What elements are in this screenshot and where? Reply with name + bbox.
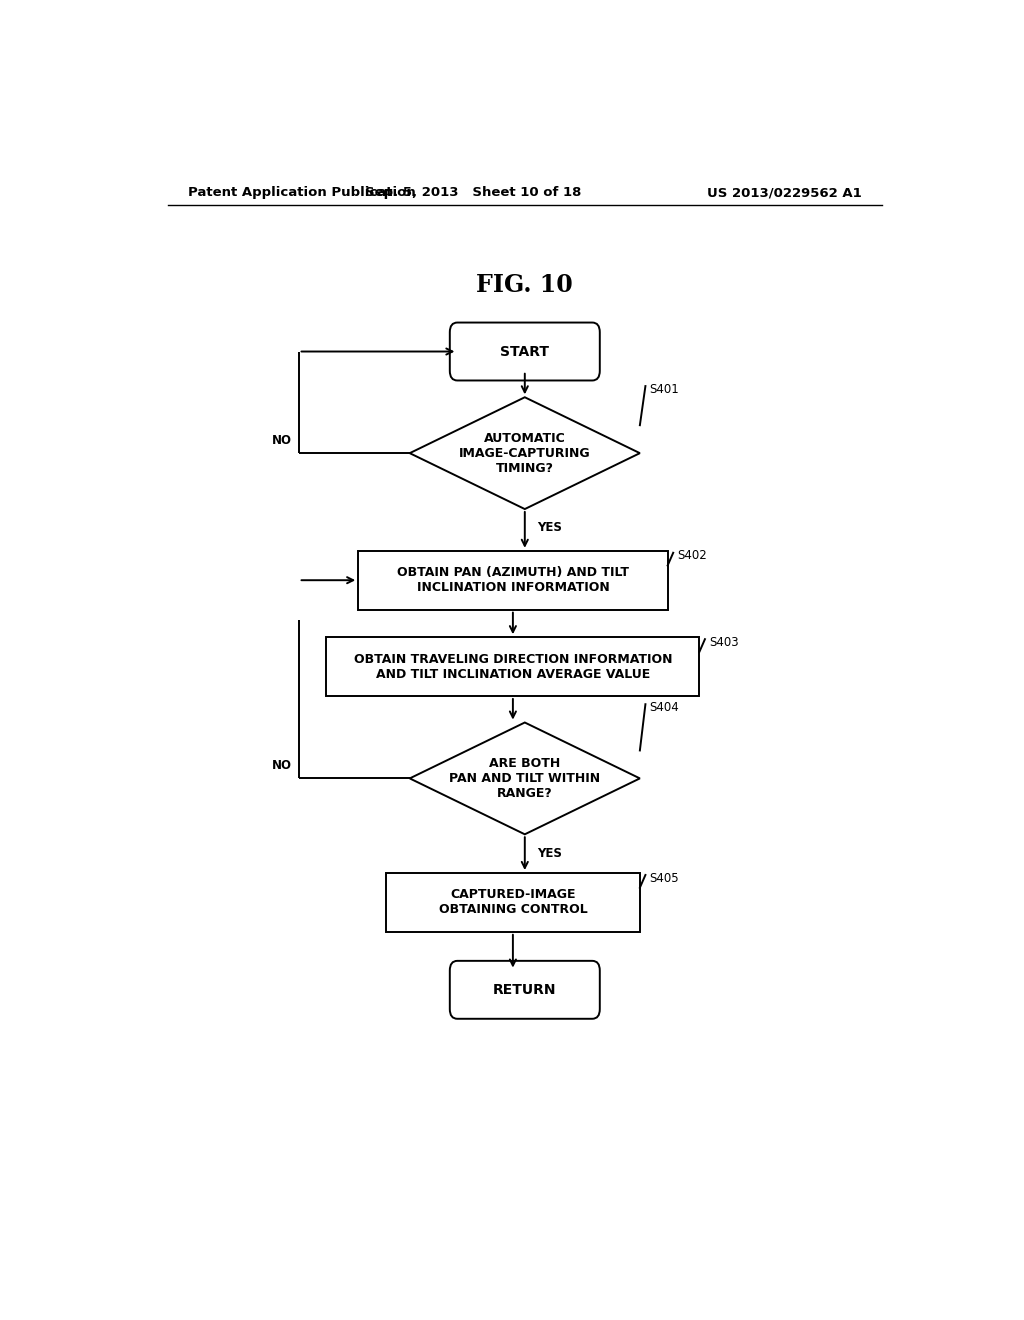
FancyBboxPatch shape	[450, 961, 600, 1019]
Text: NO: NO	[272, 434, 292, 447]
Polygon shape	[410, 722, 640, 834]
Text: S402: S402	[677, 549, 707, 562]
Text: START: START	[501, 345, 549, 359]
Text: Sep. 5, 2013   Sheet 10 of 18: Sep. 5, 2013 Sheet 10 of 18	[365, 186, 582, 199]
Text: AUTOMATIC
IMAGE-CAPTURING
TIMING?: AUTOMATIC IMAGE-CAPTURING TIMING?	[459, 432, 591, 475]
Text: S405: S405	[649, 871, 679, 884]
Bar	[358, 550, 668, 610]
Bar	[327, 638, 699, 696]
Text: S404: S404	[649, 701, 679, 714]
Text: CAPTURED-IMAGE
OBTAINING CONTROL: CAPTURED-IMAGE OBTAINING CONTROL	[438, 888, 588, 916]
Text: Patent Application Publication: Patent Application Publication	[187, 186, 416, 199]
Text: ARE BOTH
PAN AND TILT WITHIN
RANGE?: ARE BOTH PAN AND TILT WITHIN RANGE?	[450, 756, 600, 800]
Text: NO: NO	[272, 759, 292, 772]
Text: RETURN: RETURN	[493, 983, 557, 997]
Text: YES: YES	[537, 521, 561, 535]
Text: S401: S401	[649, 383, 679, 396]
Polygon shape	[410, 397, 640, 510]
FancyBboxPatch shape	[450, 322, 600, 380]
Text: OBTAIN PAN (AZIMUTH) AND TILT
INCLINATION INFORMATION: OBTAIN PAN (AZIMUTH) AND TILT INCLINATIO…	[397, 566, 629, 594]
Text: US 2013/0229562 A1: US 2013/0229562 A1	[708, 186, 862, 199]
Text: YES: YES	[537, 846, 561, 859]
Text: FIG. 10: FIG. 10	[476, 273, 573, 297]
Text: OBTAIN TRAVELING DIRECTION INFORMATION
AND TILT INCLINATION AVERAGE VALUE: OBTAIN TRAVELING DIRECTION INFORMATION A…	[353, 652, 672, 681]
Text: S403: S403	[709, 636, 738, 648]
Bar	[386, 873, 640, 932]
